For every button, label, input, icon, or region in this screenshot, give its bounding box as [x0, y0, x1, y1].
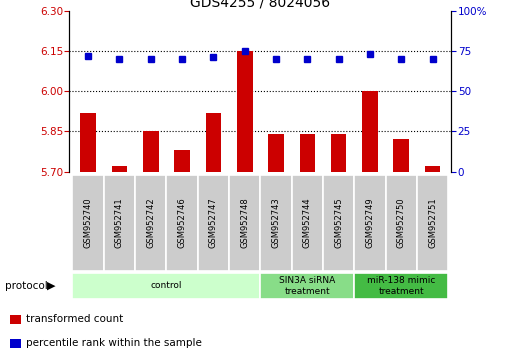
FancyBboxPatch shape — [386, 175, 417, 271]
Text: ▶: ▶ — [47, 281, 56, 291]
FancyBboxPatch shape — [261, 273, 354, 299]
Text: control: control — [151, 281, 182, 290]
FancyBboxPatch shape — [72, 175, 104, 271]
FancyBboxPatch shape — [166, 175, 198, 271]
Text: GSM952751: GSM952751 — [428, 198, 437, 249]
Text: GSM952746: GSM952746 — [177, 198, 187, 249]
Text: GSM952741: GSM952741 — [115, 198, 124, 249]
Bar — [174, 150, 190, 172]
Bar — [143, 131, 159, 172]
FancyBboxPatch shape — [135, 175, 166, 271]
Bar — [10, 339, 21, 348]
Text: GSM952750: GSM952750 — [397, 198, 406, 249]
Title: GDS4255 / 8024056: GDS4255 / 8024056 — [190, 0, 330, 10]
Text: GSM952744: GSM952744 — [303, 198, 312, 249]
Bar — [300, 134, 315, 172]
Bar — [362, 91, 378, 172]
Bar — [268, 134, 284, 172]
Bar — [111, 166, 127, 172]
Text: GSM952742: GSM952742 — [146, 198, 155, 249]
FancyBboxPatch shape — [292, 175, 323, 271]
Text: percentile rank within the sample: percentile rank within the sample — [26, 338, 202, 348]
FancyBboxPatch shape — [417, 175, 448, 271]
FancyBboxPatch shape — [323, 175, 354, 271]
FancyBboxPatch shape — [354, 175, 386, 271]
Text: GSM952749: GSM952749 — [365, 198, 374, 249]
Bar — [206, 113, 221, 172]
Text: miR-138 mimic
treatment: miR-138 mimic treatment — [367, 276, 436, 296]
Bar — [237, 51, 252, 172]
Text: protocol: protocol — [5, 281, 48, 291]
FancyBboxPatch shape — [354, 273, 448, 299]
FancyBboxPatch shape — [229, 175, 261, 271]
Bar — [425, 166, 441, 172]
FancyBboxPatch shape — [72, 273, 261, 299]
Text: GSM952747: GSM952747 — [209, 198, 218, 249]
Text: transformed count: transformed count — [26, 314, 124, 324]
Text: SIN3A siRNA
treatment: SIN3A siRNA treatment — [279, 276, 336, 296]
Text: GSM952743: GSM952743 — [271, 198, 281, 249]
Bar — [331, 134, 346, 172]
Bar — [393, 139, 409, 172]
Text: GSM952748: GSM952748 — [240, 198, 249, 249]
FancyBboxPatch shape — [261, 175, 292, 271]
Bar — [10, 315, 21, 324]
Text: GSM952740: GSM952740 — [84, 198, 92, 249]
FancyBboxPatch shape — [198, 175, 229, 271]
FancyBboxPatch shape — [104, 175, 135, 271]
Text: GSM952745: GSM952745 — [334, 198, 343, 249]
Bar — [80, 113, 96, 172]
